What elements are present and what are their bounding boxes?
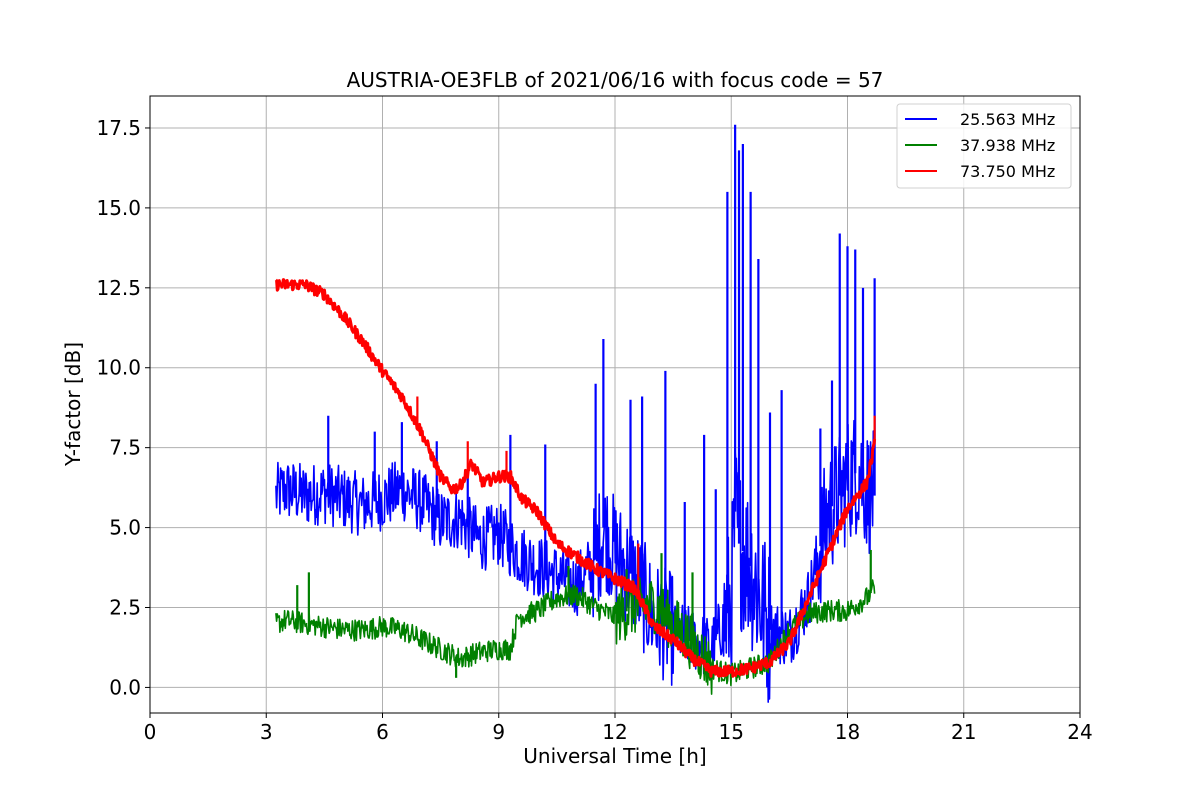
y-tick-label: 0.0 <box>109 675 141 699</box>
y-tick-label: 10.0 <box>96 356 141 380</box>
x-tick-label: 21 <box>951 720 976 744</box>
series-line <box>275 577 876 695</box>
legend-box <box>896 103 1072 189</box>
x-axis-label: Universal Time [h] <box>523 744 706 768</box>
y-tick-label: 2.5 <box>109 596 141 620</box>
series-group <box>274 124 877 703</box>
y-axis-label: Y-factor [dB] <box>61 342 85 467</box>
legend: 25.563 MHz 37.938 MHz 73.750 MHz <box>896 103 1072 189</box>
x-axis: 0 3 6 9 12 15 18 21 24 <box>144 713 1093 744</box>
x-tick-label: 3 <box>260 720 273 744</box>
y-tick-label: 15.0 <box>96 196 141 220</box>
series-line <box>274 278 877 678</box>
y-tick-label: 17.5 <box>96 116 141 140</box>
x-tick-label: 12 <box>602 720 627 744</box>
x-tick-label: 15 <box>719 720 744 744</box>
y-tick-label: 7.5 <box>109 436 141 460</box>
series-1 <box>275 124 876 703</box>
y-axis: 0.0 2.5 5.0 7.5 10.0 12.5 15.0 17.5 <box>96 116 150 699</box>
y-tick-label: 12.5 <box>96 276 141 300</box>
series-2 <box>275 549 876 695</box>
series-3 <box>274 278 877 678</box>
y-tick-label: 5.0 <box>109 516 141 540</box>
legend-label: 73.750 MHz <box>960 162 1055 181</box>
x-tick-label: 6 <box>376 720 389 744</box>
chart-title: AUSTRIA-OE3FLB of 2021/06/16 with focus … <box>347 68 884 92</box>
legend-label: 25.563 MHz <box>960 110 1055 129</box>
x-tick-label: 18 <box>835 720 860 744</box>
x-tick-label: 0 <box>144 720 157 744</box>
x-tick-label: 9 <box>492 720 505 744</box>
legend-label: 37.938 MHz <box>960 136 1055 155</box>
x-tick-label: 24 <box>1067 720 1092 744</box>
